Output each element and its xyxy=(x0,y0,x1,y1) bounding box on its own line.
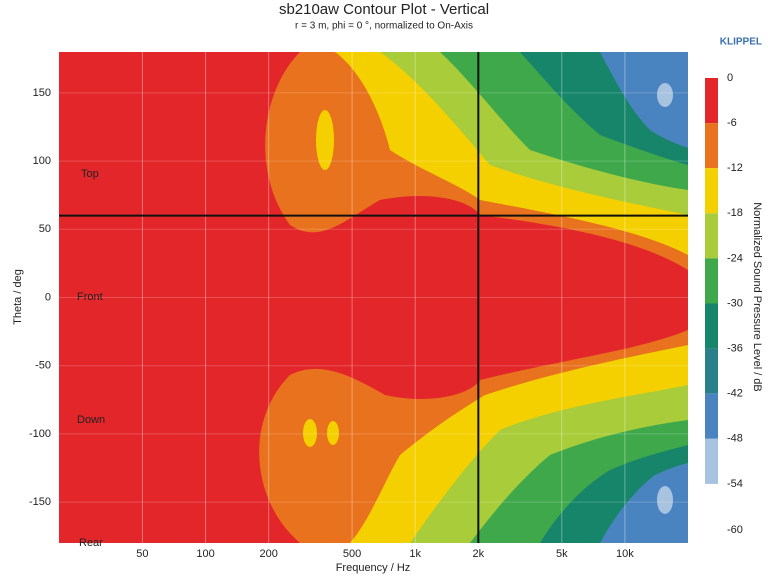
colorbar-tick-label: -18 xyxy=(727,207,743,219)
colorbar-label: Normalized Sound Pressure Level / dB xyxy=(751,202,763,392)
colorbar-swatch xyxy=(705,438,718,484)
colorbar-tick-label: -54 xyxy=(727,478,743,490)
x-tick-label: 10k xyxy=(616,548,634,560)
x-tick-label: 1k xyxy=(409,548,421,560)
colorbar-tick-label: 0 xyxy=(727,72,733,84)
y-tick-label: -100 xyxy=(29,428,51,440)
chart-title: sb210aw Contour Plot - Vertical xyxy=(279,1,489,18)
annotation: Rear xyxy=(79,537,103,549)
colorbar-tick-label: -42 xyxy=(727,388,743,400)
x-tick-label: 50 xyxy=(136,548,148,560)
colorbar-tick-label: -36 xyxy=(727,343,743,355)
y-axis-label: Theta / deg xyxy=(12,269,24,325)
annotation: Top xyxy=(81,168,99,180)
x-axis-label: Frequency / Hz xyxy=(336,562,411,574)
colorbar-swatch xyxy=(705,303,718,349)
colorbar-swatch xyxy=(705,78,718,124)
y-tick-label: 0 xyxy=(45,291,51,303)
colorbar-tick-label: -30 xyxy=(727,297,743,309)
colorbar-tick-label: -12 xyxy=(727,162,743,174)
colorbar-swatch xyxy=(705,123,718,169)
x-tick-label: 200 xyxy=(259,548,277,560)
colorbar-swatch xyxy=(705,393,718,439)
brand: KLIPPEL xyxy=(720,37,762,48)
y-tick-label: 150 xyxy=(33,87,51,99)
x-tick-label: 5k xyxy=(556,548,568,560)
contour-region xyxy=(600,463,688,543)
colorbar-swatch xyxy=(705,168,718,214)
colorbar-swatch xyxy=(705,213,718,259)
contour-region xyxy=(657,486,673,514)
x-tick-label: 500 xyxy=(343,548,361,560)
colorbar-swatch xyxy=(705,348,718,394)
colorbar-tick-label: -24 xyxy=(727,252,743,264)
contour-region xyxy=(303,419,317,447)
contour-field xyxy=(59,52,688,543)
contour-region xyxy=(316,110,334,170)
annotation: Front xyxy=(77,291,103,303)
contour-region xyxy=(327,421,339,445)
x-tick-label: 100 xyxy=(196,548,214,560)
x-tick-label: 2k xyxy=(473,548,485,560)
y-tick-label: -150 xyxy=(29,496,51,508)
colorbar-tick-label: -6 xyxy=(727,117,737,129)
colorbar-tick-label: -60 xyxy=(727,524,743,536)
colorbar-tick-label: -48 xyxy=(727,433,743,445)
contour-region xyxy=(657,83,673,107)
y-tick-label: 50 xyxy=(39,223,51,235)
y-tick-label: 100 xyxy=(33,155,51,167)
colorbar-swatch xyxy=(705,258,718,304)
chart-subtitle: r = 3 m, phi = 0 °, normalized to On-Axi… xyxy=(295,21,473,32)
annotation: Down xyxy=(77,414,105,426)
y-tick-label: -50 xyxy=(35,360,51,372)
contour-region xyxy=(600,52,688,148)
